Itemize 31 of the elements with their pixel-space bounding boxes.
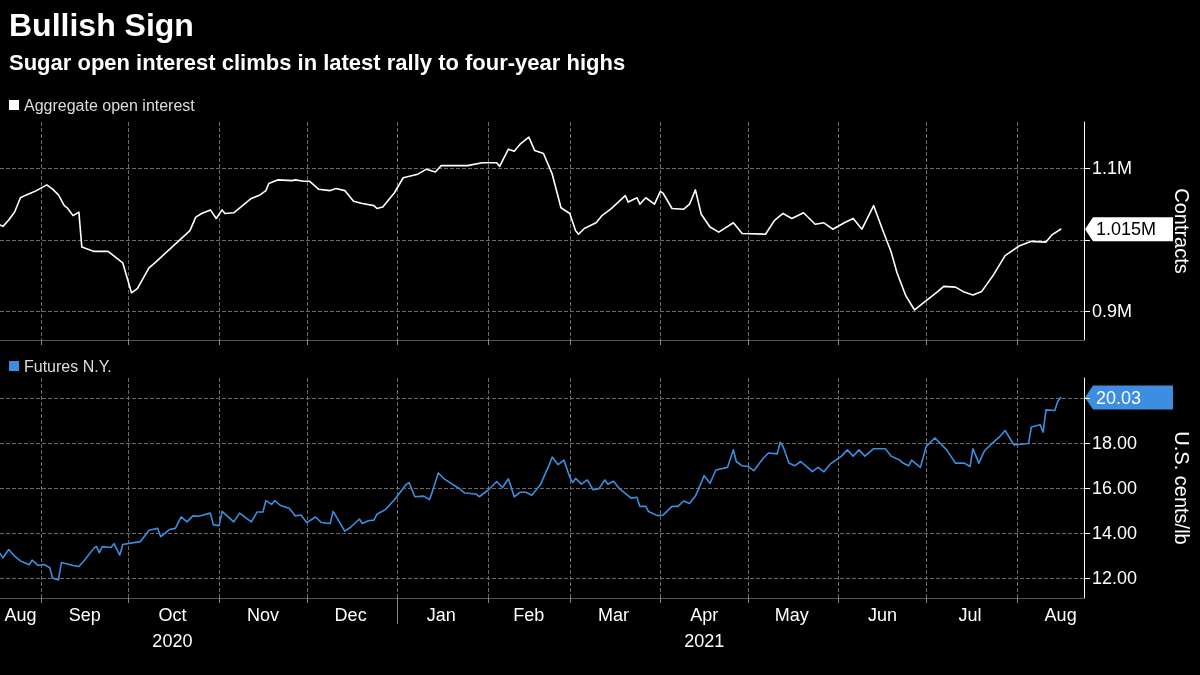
line-series bbox=[0, 136, 1062, 311]
y-tick-label: 1.1M bbox=[1092, 158, 1133, 179]
y-tick-label: 14.00 bbox=[1092, 522, 1138, 543]
x2-tick-label: 2021 bbox=[684, 631, 725, 651]
y-tick-label: 18.00 bbox=[1092, 433, 1138, 454]
x-tick-label: Mar bbox=[598, 605, 630, 625]
x2-tick-label: 2020 bbox=[152, 631, 193, 651]
annotation: 1.015M bbox=[1096, 219, 1157, 240]
y-tick-label: 16.00 bbox=[1092, 478, 1138, 498]
chart-subtitle: Sugar open interest climbs in latest rally to four-year highs bbox=[9, 49, 626, 75]
legend-label: Aggregate open interest bbox=[24, 96, 196, 114]
x-tick-label: Jul bbox=[958, 605, 982, 625]
x-tick-label: Apr bbox=[690, 605, 719, 625]
x-tick-label: May bbox=[774, 605, 809, 625]
legend-label: Futures N.Y. bbox=[24, 357, 112, 375]
x-tick-label: Sep bbox=[68, 605, 101, 625]
annotation: 20.03 bbox=[1096, 387, 1142, 408]
chart-title: Bullish Sign bbox=[9, 7, 194, 43]
y-tick-label: 0.9M bbox=[1092, 301, 1133, 322]
x-tick-label: Aug bbox=[4, 605, 37, 625]
y-tick-label: 12.00 bbox=[1092, 567, 1138, 588]
x-tick-label: Feb bbox=[513, 605, 545, 625]
y-axis-title: U.S. cents/lb bbox=[1171, 431, 1193, 545]
x-tick-label: Jan bbox=[426, 605, 456, 625]
y-axis-title: Contracts bbox=[1171, 188, 1193, 274]
line-series bbox=[0, 396, 1062, 581]
x-tick-label: Aug bbox=[1044, 605, 1077, 625]
x-tick-label: Nov bbox=[246, 605, 279, 625]
x-tick-label: Jun bbox=[867, 605, 897, 625]
x-tick-label: Oct bbox=[158, 605, 187, 625]
x-tick-label: Dec bbox=[334, 605, 367, 625]
